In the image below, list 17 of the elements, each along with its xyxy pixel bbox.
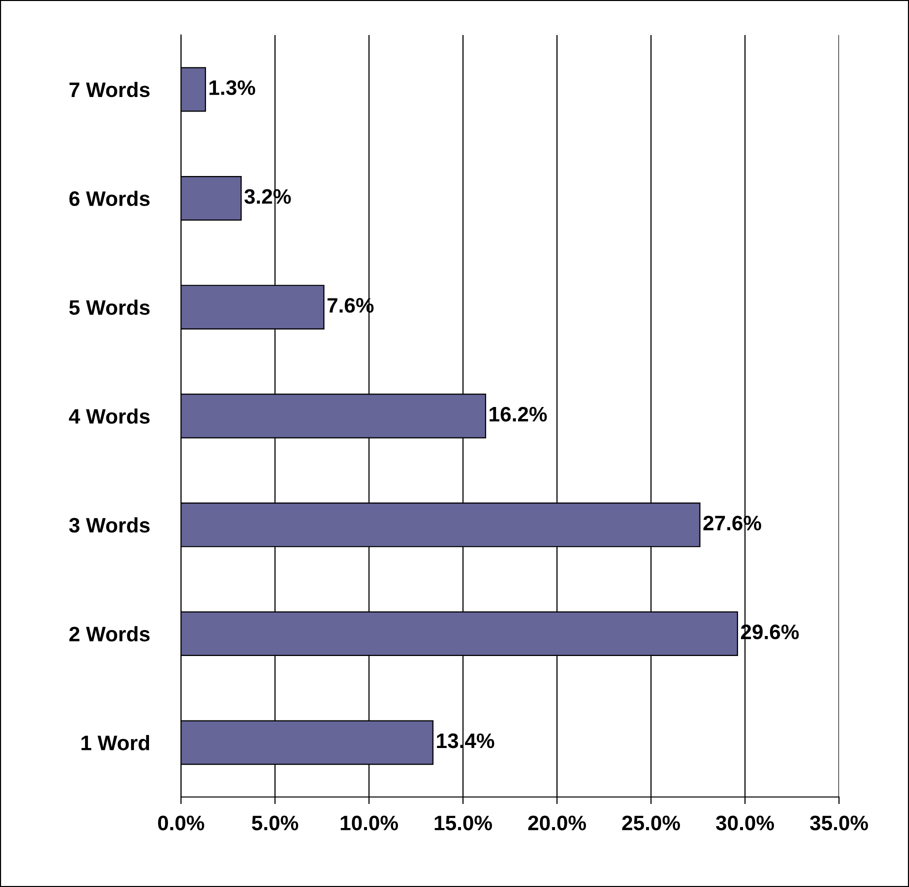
y-tick-label: 7 Words: [70, 82, 150, 98]
x-tick-label: 10.0%: [340, 816, 398, 830]
x-tick-label: 0.0%: [158, 816, 204, 830]
y-tick-label: 5 Words: [69, 300, 150, 315]
x-tick-label: 30.0%: [716, 816, 774, 830]
y-tick-label: 4 Words: [68, 408, 150, 424]
y-tick-label: 3 Words: [69, 517, 150, 533]
x-tick-label: 35.0%: [810, 816, 868, 830]
x-tick-label: 15.0%: [434, 816, 492, 830]
x-tick-label: 5.0%: [252, 816, 298, 830]
y-tick-label: 6 Words: [69, 190, 150, 206]
y-tick-label: 2 Words: [69, 626, 150, 642]
y-tick-label: 1 Word: [82, 735, 150, 750]
x-tick-label: 20.0%: [528, 816, 586, 830]
x-tick-label: 25.0%: [622, 816, 680, 830]
data-label: 1.3%: [210, 80, 256, 96]
data-label: 16.2%: [490, 406, 547, 422]
